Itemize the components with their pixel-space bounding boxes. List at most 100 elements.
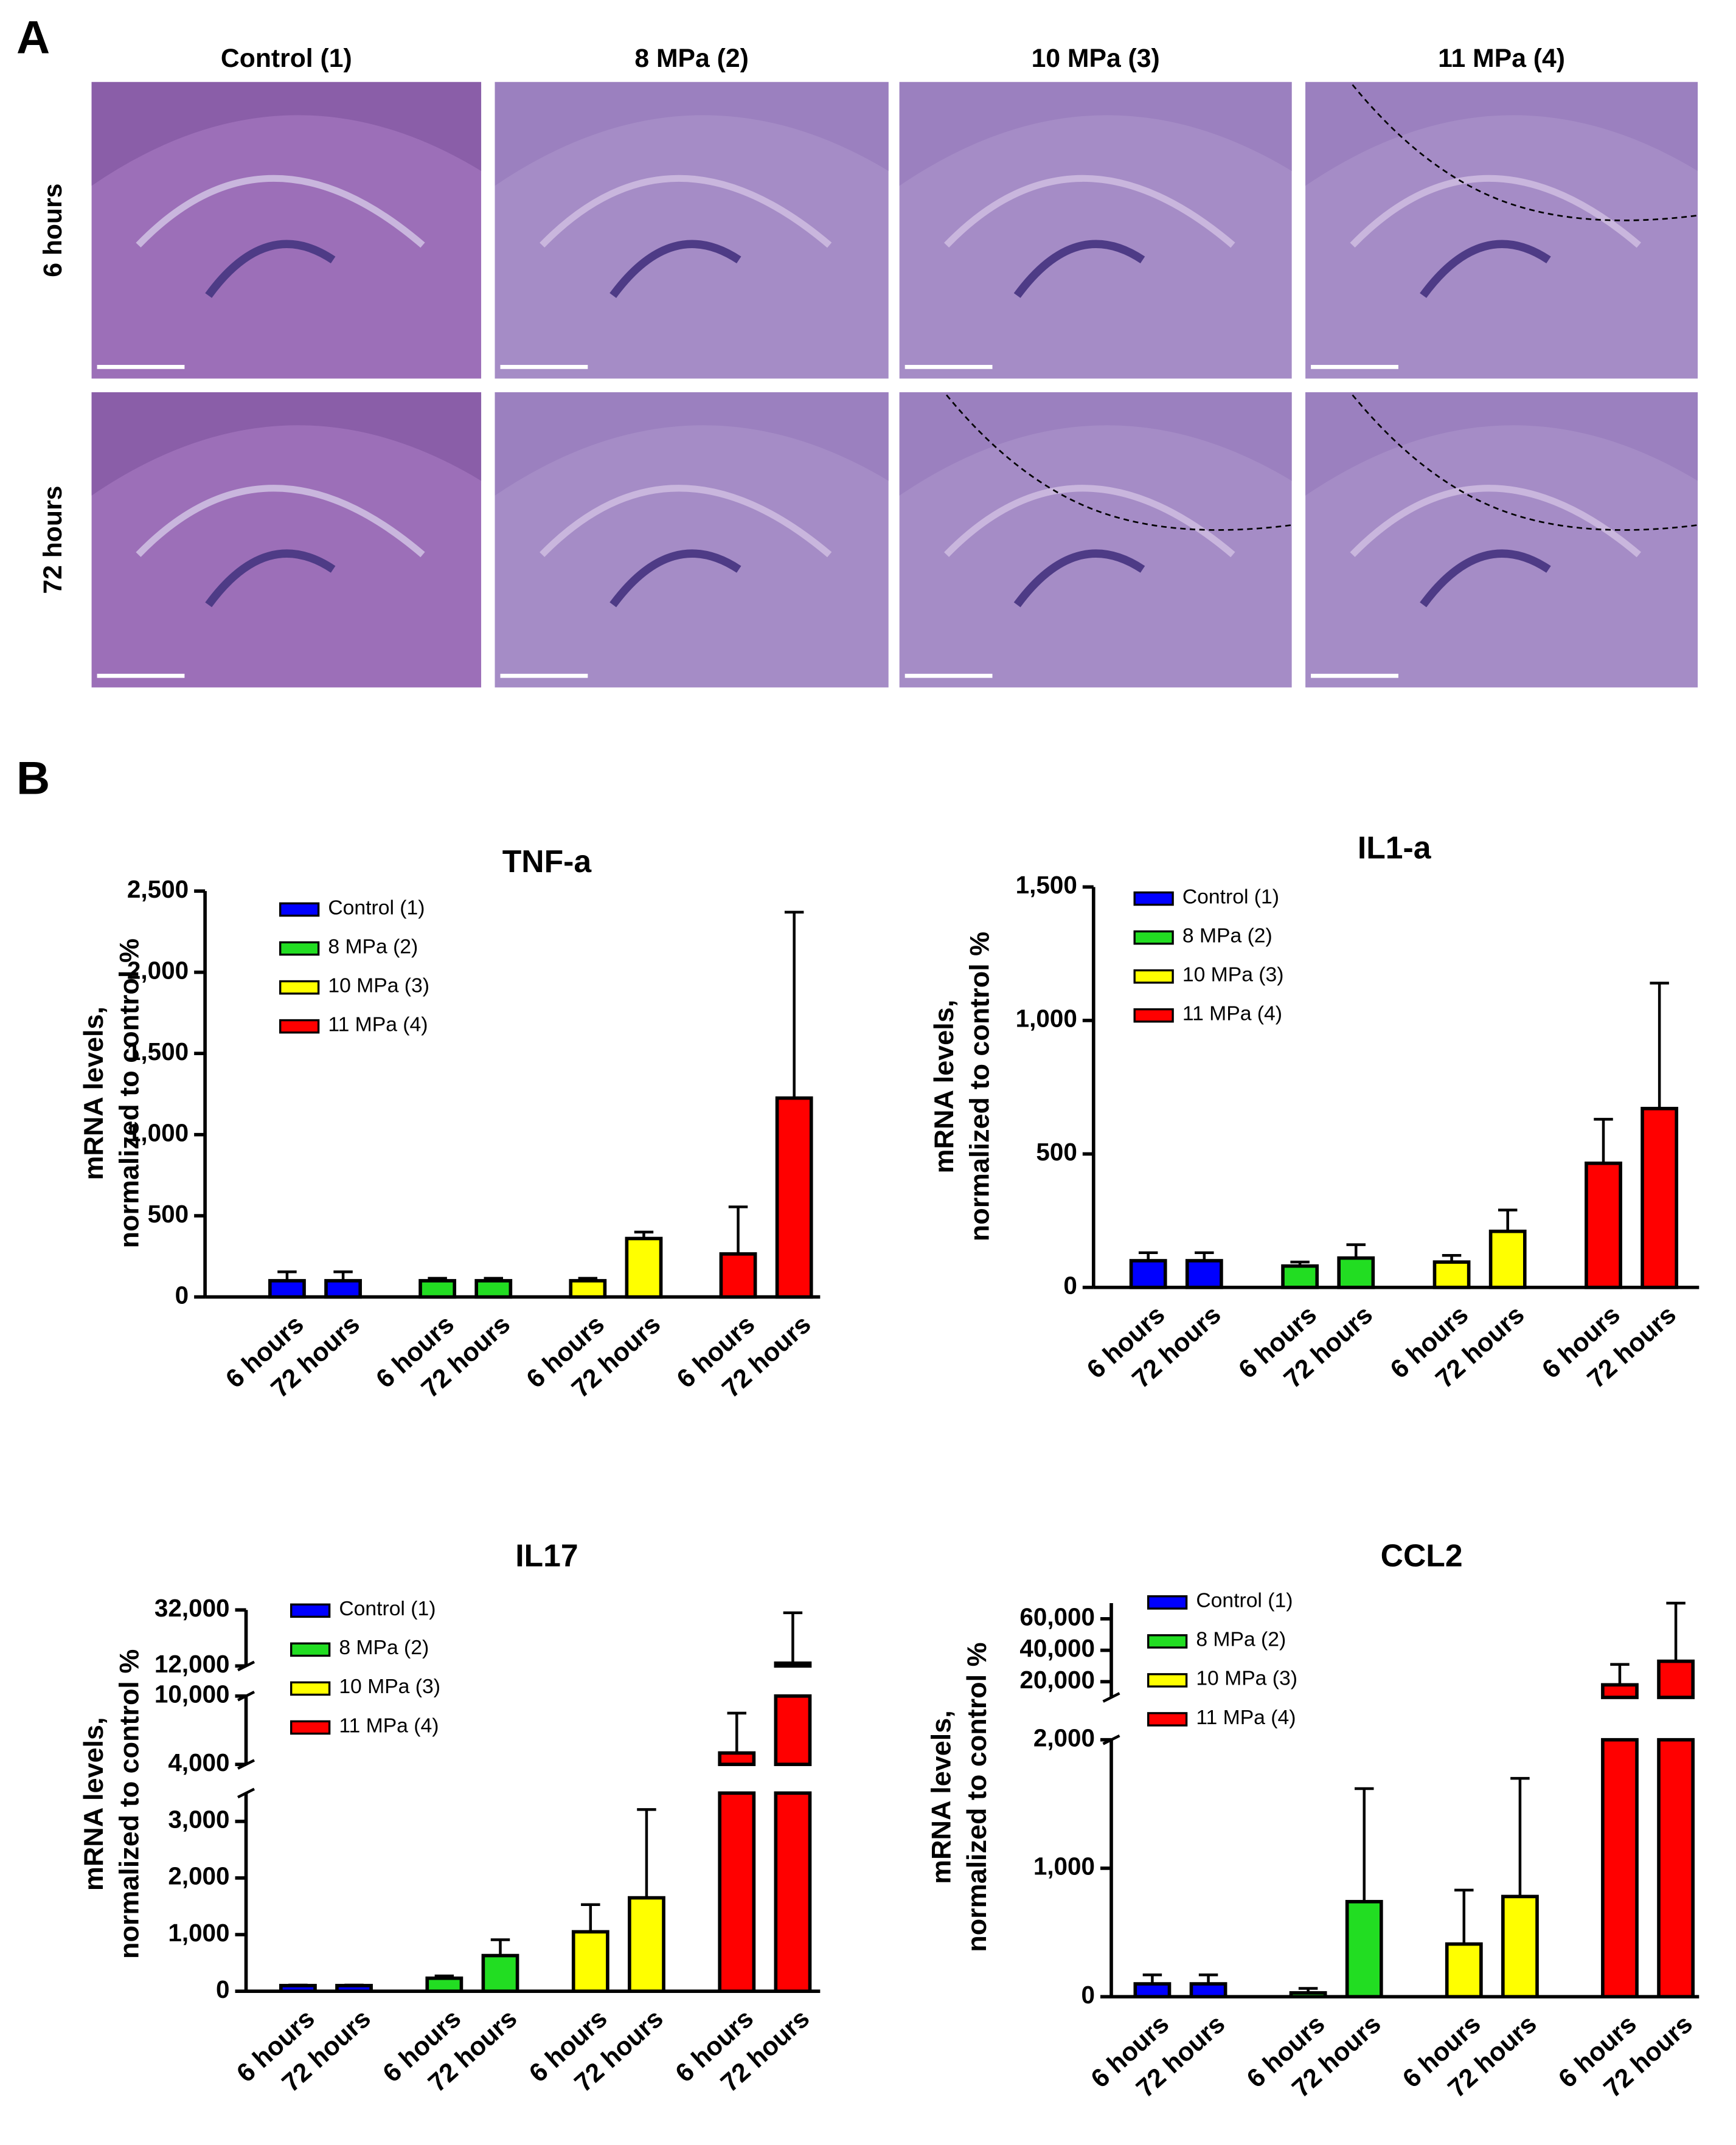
bar	[1185, 1259, 1223, 1289]
histology-image	[1305, 392, 1698, 688]
hippocampus	[1350, 175, 1641, 248]
row-label: 72 hours	[38, 486, 68, 594]
hippocampus	[540, 175, 832, 248]
y-tick-label: 0	[1063, 1272, 1077, 1300]
legend-label: 10 MPa (3)	[1182, 963, 1284, 986]
bar	[774, 1661, 812, 1668]
legend-swatch	[279, 902, 320, 917]
legend-swatch	[1147, 1712, 1188, 1727]
bar	[1432, 1260, 1471, 1289]
cortex-band	[495, 392, 889, 496]
scale-bar	[904, 365, 993, 369]
cortex-band	[91, 81, 482, 186]
dentate-gyrus	[1013, 549, 1145, 608]
dentate-gyrus	[609, 240, 741, 298]
bar	[335, 1984, 373, 1993]
dentate-gyrus	[1013, 240, 1145, 298]
y-tick-label: 1,000	[168, 1919, 229, 1947]
bar	[718, 1751, 756, 1766]
y-axis-label: normalized to control %	[961, 1642, 992, 1952]
histology-image	[899, 81, 1292, 379]
y-tick-label: 4,000	[168, 1748, 229, 1776]
bar	[481, 1953, 519, 1993]
y-tick-label: 2,500	[127, 875, 189, 903]
legend-swatch	[279, 1019, 320, 1034]
legend-label: Control (1)	[1196, 1589, 1293, 1612]
hippocampus	[1350, 485, 1641, 558]
bar	[1445, 1942, 1483, 1998]
cortex-band	[91, 392, 482, 496]
y-axis-label: mRNA levels,	[925, 1710, 956, 1884]
bar	[1641, 1106, 1679, 1289]
column-header: 11 MPa (4)	[1438, 44, 1565, 73]
legend-label: Control (1)	[339, 1597, 436, 1620]
y-tick-label: 1,000	[127, 1118, 189, 1146]
legend-label: 11 MPa (4)	[339, 1714, 439, 1737]
legend-label: Control (1)	[1182, 885, 1279, 908]
legend-swatch	[1133, 930, 1174, 945]
cortex-band	[495, 81, 889, 186]
cortex-band	[899, 392, 1292, 496]
histology-image	[91, 81, 482, 379]
y-tick-label: 1,000	[1033, 1852, 1095, 1880]
dentate-gyrus	[1420, 549, 1551, 608]
y-axis-label: mRNA levels,	[78, 1007, 109, 1180]
chart-title: TNF-a	[502, 844, 592, 879]
legend-label: 11 MPa (4)	[1196, 1706, 1296, 1729]
legend-label: Control (1)	[328, 896, 425, 919]
legend-swatch	[290, 1681, 331, 1696]
hippocampus	[136, 175, 425, 248]
legend-swatch	[1147, 1595, 1188, 1610]
chart-title: IL17	[515, 1537, 578, 1573]
legend-swatch	[1133, 891, 1174, 906]
dentate-gyrus	[205, 240, 336, 298]
hippocampus	[944, 485, 1235, 558]
bar	[268, 1279, 306, 1299]
hippocampus	[540, 485, 832, 558]
chart-title: IL1-a	[1358, 830, 1432, 865]
column-header: 8 MPa (2)	[634, 44, 748, 73]
y-axis-label: normalized to control %	[114, 1649, 145, 1959]
legend-swatch	[279, 941, 320, 956]
y-tick-label: 10,000	[155, 1680, 230, 1708]
y-tick-label: 0	[216, 1975, 230, 2003]
y-tick-label: 1,000	[1016, 1005, 1077, 1033]
bar	[774, 1694, 812, 1766]
y-axis-label: normalized to control %	[963, 932, 995, 1241]
y-tick-label: 40,000	[1019, 1634, 1095, 1662]
bar	[628, 1896, 665, 1993]
legend-label: 10 MPa (3)	[1196, 1667, 1297, 1690]
axis-break	[237, 1787, 255, 1799]
cortex-band	[1305, 392, 1698, 496]
y-tick-label: 60,000	[1019, 1603, 1095, 1631]
bar	[718, 1791, 756, 1993]
bar	[775, 1096, 813, 1299]
scale-bar	[1311, 365, 1398, 369]
bar	[569, 1279, 607, 1299]
bar	[1488, 1229, 1527, 1289]
cortex-band	[899, 81, 1292, 186]
scale-bar	[1311, 673, 1398, 678]
bar	[1133, 1982, 1172, 1998]
y-tick-label: 1,500	[127, 1038, 189, 1066]
bar	[1585, 1161, 1622, 1289]
scale-bar	[904, 673, 993, 678]
scale-bar	[97, 365, 185, 369]
histology-image	[1305, 81, 1698, 379]
y-tick-label: 0	[175, 1281, 189, 1309]
legend-swatch	[1147, 1673, 1188, 1688]
bar	[625, 1236, 663, 1299]
bar	[279, 1984, 317, 1993]
bar	[418, 1279, 457, 1299]
lesion-border	[1352, 84, 1698, 221]
scale-bar	[500, 365, 588, 369]
row-label: 6 hours	[38, 184, 68, 277]
bar	[1601, 1738, 1639, 1998]
hippocampus	[136, 485, 425, 558]
histology-image	[495, 392, 889, 688]
lesion-border	[1352, 394, 1698, 531]
legend-label: 10 MPa (3)	[339, 1675, 440, 1698]
bar	[1657, 1659, 1695, 1699]
legend-label: 11 MPa (4)	[328, 1013, 428, 1036]
